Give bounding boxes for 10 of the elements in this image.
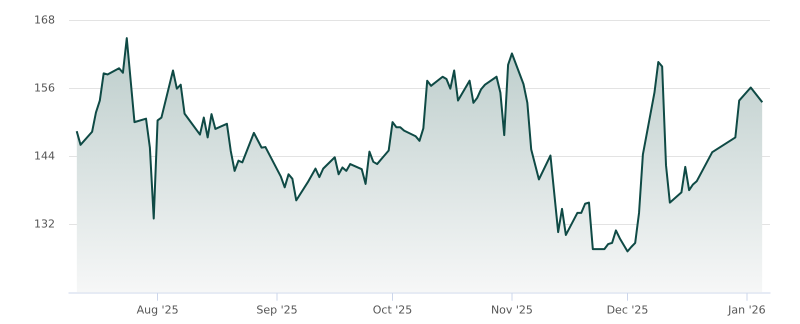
x-tick-label: Aug '25 bbox=[136, 303, 179, 316]
y-tick-label: 144 bbox=[34, 150, 55, 163]
y-tick-label: 168 bbox=[34, 13, 55, 26]
x-tick-label: Nov '25 bbox=[490, 303, 533, 316]
y-tick-label: 156 bbox=[34, 82, 55, 95]
y-tick-label: 132 bbox=[34, 218, 55, 231]
x-tick-label: Oct '25 bbox=[372, 303, 412, 316]
x-tick-label: Dec '25 bbox=[606, 303, 648, 316]
x-tick-label: Jan '26 bbox=[727, 303, 766, 316]
x-tick-label: Sep '25 bbox=[256, 303, 298, 316]
